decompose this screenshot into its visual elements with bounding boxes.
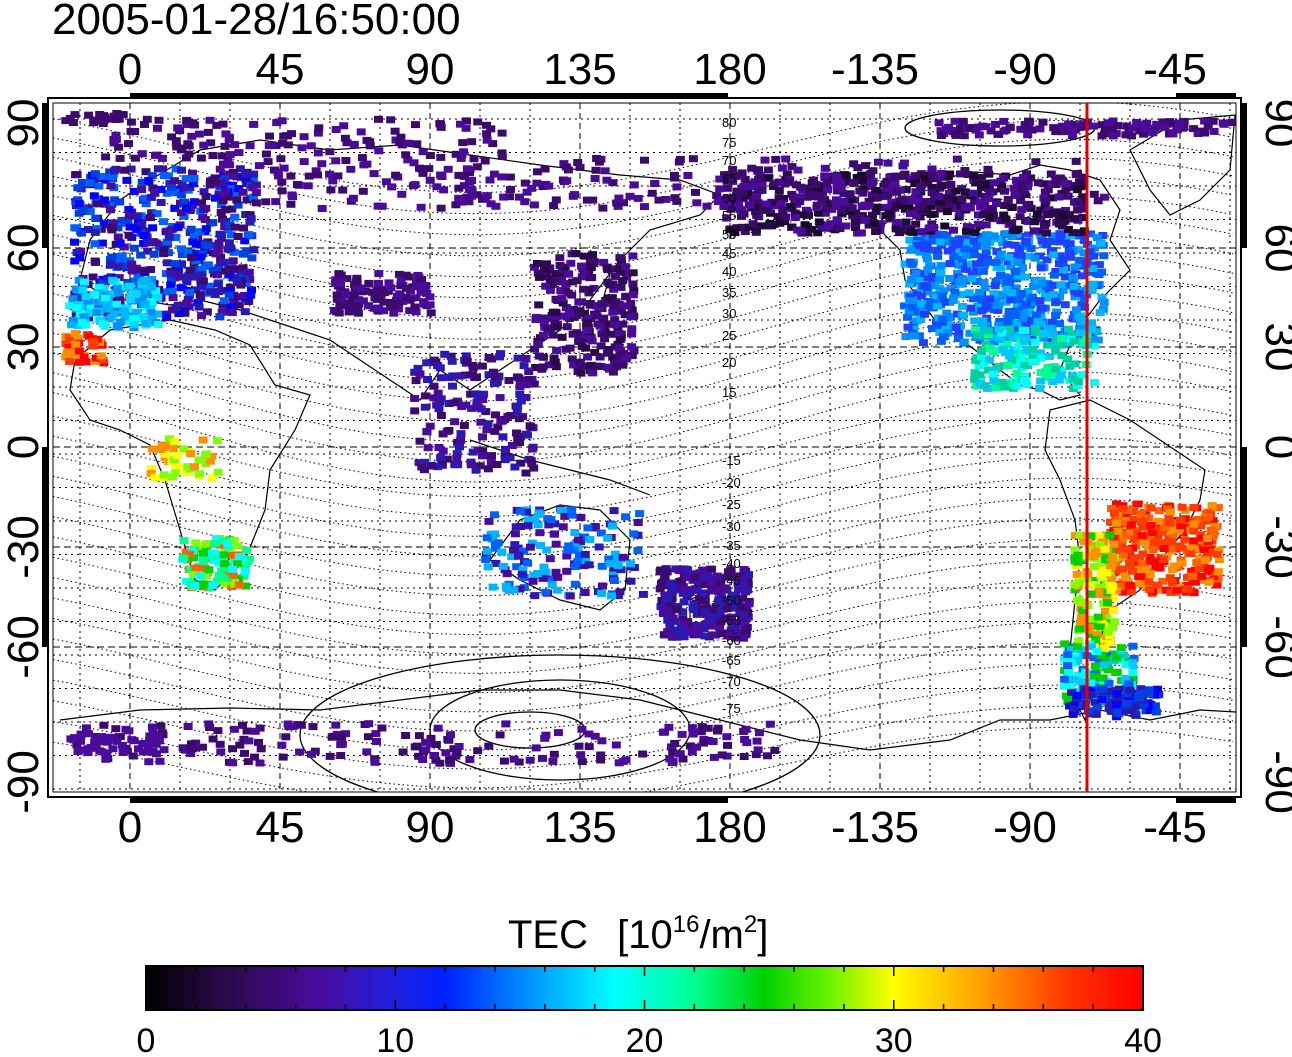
axis-tick-label: 180: [693, 45, 766, 94]
axis-tick-label: 90: [0, 99, 48, 148]
axis-tick-label: 45: [256, 45, 305, 94]
contour-label: 15: [722, 385, 736, 400]
axis-tick-label: -60: [1256, 615, 1292, 679]
contour-label: -50: [722, 593, 741, 608]
right-latitude-labels: 90 60 30 0 -30 -60 -90: [1256, 99, 1292, 814]
contour-label: 70: [722, 153, 736, 168]
colorbar-tick-label: 20: [626, 1022, 664, 1057]
axis-tick-label: 135: [543, 803, 616, 852]
contour-label: -35: [722, 538, 741, 553]
colorbar-tick-label: 30: [875, 1022, 913, 1057]
tec-data-pixels: [61, 110, 1236, 767]
timestamp-title: 2005-01-28/16:50:00: [52, 0, 461, 44]
contour-label: -70: [722, 674, 741, 689]
axis-tick-label: -90: [993, 803, 1057, 852]
axis-tick-label: -45: [1143, 803, 1207, 852]
axis-tick-label: -135: [831, 803, 919, 852]
contour-label: -55: [722, 613, 741, 628]
contour-label: 45: [722, 246, 736, 261]
axis-tick-label: -30: [1256, 515, 1292, 579]
axis-tick-label: -90: [0, 750, 48, 814]
axis-tick-label: -60: [0, 615, 48, 679]
axis-tick-label: 0: [1256, 435, 1292, 459]
left-latitude-labels: 90 60 30 0 -30 -60 -90: [0, 99, 48, 814]
contour-label: 20: [722, 355, 736, 370]
axis-tick-label: -45: [1143, 45, 1207, 94]
axis-tick-label: 0: [118, 45, 142, 94]
axis-tick-label: -90: [1256, 750, 1292, 814]
axis-tick-label: -135: [831, 45, 919, 94]
contour-label: 55: [722, 208, 736, 223]
axis-tick-label: 60: [0, 224, 48, 273]
colorbar-tick-label: 40: [1124, 1022, 1162, 1057]
contour-label: -40: [722, 556, 741, 571]
colorbar: TEC [1016/m2] 0 10 20 30 40: [137, 911, 1162, 1057]
contour-label: -60: [722, 633, 741, 648]
axis-tick-label: 60: [1256, 224, 1292, 273]
axis-tick-label: -30: [0, 515, 48, 579]
contour-label: -25: [722, 497, 741, 512]
axis-tick-label: -90: [993, 45, 1057, 94]
contour-label: -15: [722, 453, 741, 468]
contour-label: -20: [722, 475, 741, 490]
contour-label: 65: [722, 171, 736, 186]
contour-label: 75: [722, 135, 736, 150]
colorbar-ticks: [145, 966, 1144, 1010]
axis-tick-label: 90: [406, 803, 455, 852]
axis-tick-label: 30: [1256, 323, 1292, 372]
map-area: 80 75 70 65 60 55 50 45 40 35 30 25 20 15 -15 -20 -25 -30…: [42, 93, 1247, 803]
axis-tick-label: 0: [0, 435, 48, 459]
contour-label: -65: [722, 653, 741, 668]
contour-label: 60: [722, 191, 736, 206]
top-longitude-labels: 0 45 90 135 180 -135 -90 -45: [118, 45, 1207, 94]
axis-tick-label: 45: [256, 803, 305, 852]
colorbar-tick-label: 0: [137, 1022, 156, 1057]
colorbar-title: TEC [1016/m2]: [508, 911, 768, 957]
colorbar-tick-labels: 0 10 20 30 40: [137, 1022, 1162, 1057]
contour-label: 25: [722, 328, 736, 343]
axis-tick-label: 135: [543, 45, 616, 94]
contour-label: 50: [722, 227, 736, 242]
contour-label: 80: [722, 115, 736, 130]
axis-tick-label: 30: [0, 323, 48, 372]
contour-label: -75: [722, 701, 741, 716]
contour-labels: 80 75 70 65 60 55 50 45 40 35 30 25 20 15 -15 -20 -25 -30…: [722, 115, 741, 716]
contour-label: 35: [722, 285, 736, 300]
contour-label: 30: [722, 306, 736, 321]
axis-tick-label: 90: [1256, 99, 1292, 148]
contour-label: -45: [722, 573, 741, 588]
axis-tick-label: 0: [118, 803, 142, 852]
axis-tick-label: 90: [406, 45, 455, 94]
bottom-longitude-labels: 0 45 90 135 180 -135 -90 -45: [118, 803, 1207, 852]
colorbar-tick-label: 10: [376, 1022, 414, 1057]
axis-tick-label: 180: [693, 803, 766, 852]
contour-label: -30: [722, 519, 741, 534]
contour-label: 40: [722, 264, 736, 279]
axis-bars: [42, 93, 1247, 803]
